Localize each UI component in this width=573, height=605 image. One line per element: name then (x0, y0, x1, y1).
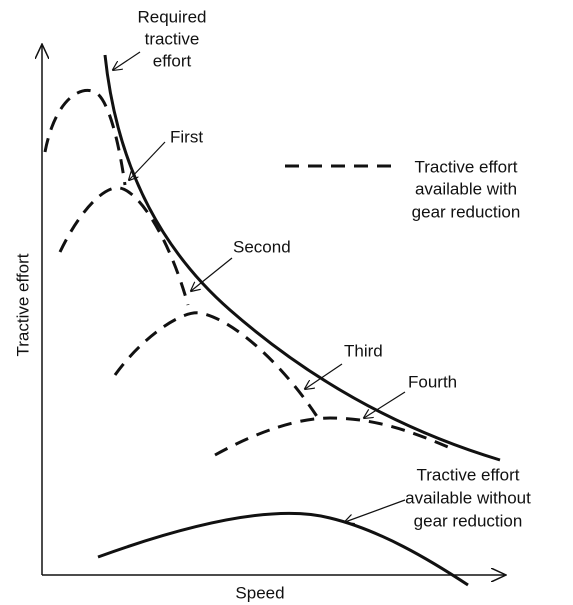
legend-label: available with (415, 179, 517, 198)
label: Required (138, 7, 207, 26)
fourth-gear-curve (214, 416, 456, 457)
leader (364, 391, 406, 418)
label: tractive (145, 29, 200, 48)
legend-label: Tractive effort (415, 157, 518, 176)
y-axis-label: Tractive effort (13, 253, 32, 356)
gear-label: Third (344, 341, 383, 360)
leader (113, 51, 141, 70)
label: Tractive effort (417, 465, 520, 484)
x-axis-label: Speed (235, 583, 284, 602)
label: gear reduction (414, 511, 523, 530)
label: effort (153, 51, 192, 70)
leader (345, 499, 406, 522)
required-effort-curve (103, 54, 501, 462)
gear-label: First (170, 127, 203, 146)
leader (191, 257, 233, 291)
leader (129, 141, 166, 180)
no-gear-curve (97, 511, 469, 587)
third-gear-curve (113, 311, 320, 419)
second-gear-curve (58, 186, 190, 306)
label: available without (405, 488, 531, 507)
gear-label: Second (233, 237, 291, 256)
gear-label: Fourth (408, 372, 457, 391)
leader (305, 363, 343, 389)
legend-label: gear reduction (412, 202, 521, 221)
